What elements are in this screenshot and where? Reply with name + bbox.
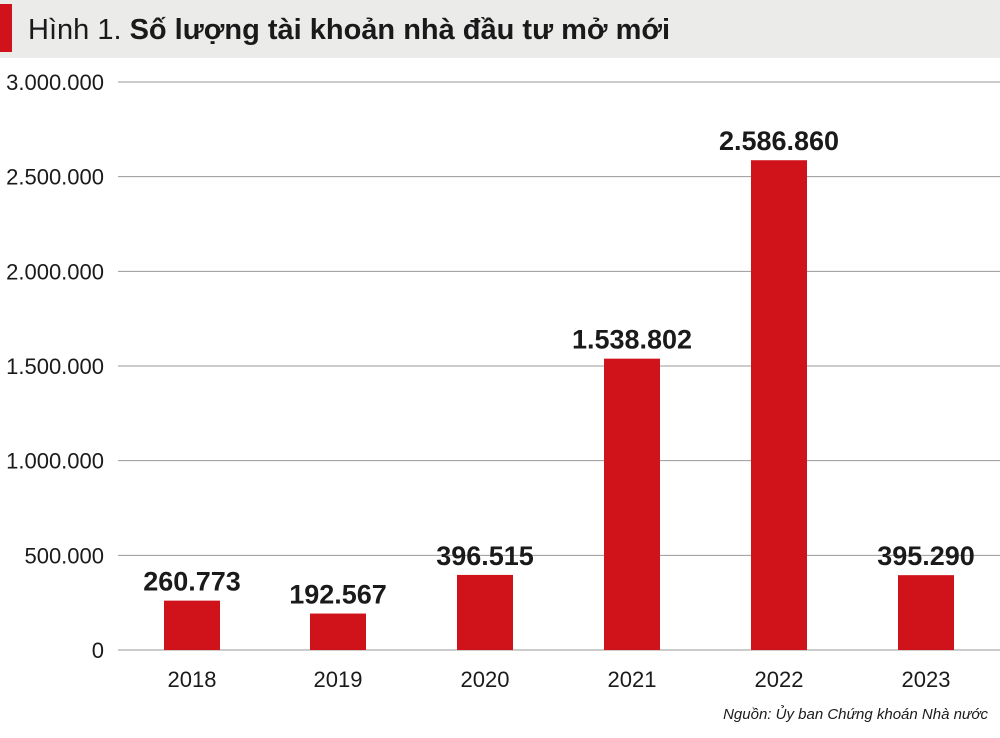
y-tick-label: 0 (92, 638, 104, 663)
x-tick-label: 2020 (461, 667, 510, 692)
y-tick-label: 1.000.000 (6, 449, 104, 474)
figure-number: Hình 1. (28, 14, 122, 46)
x-tick-label: 2023 (902, 667, 951, 692)
y-tick-label: 500.000 (24, 543, 104, 568)
title-bar: Hình 1. Số lượng tài khoản nhà đầu tư mở… (0, 0, 1000, 58)
bar (310, 613, 366, 650)
data-label: 396.515 (436, 541, 534, 571)
bar (751, 160, 807, 650)
data-label: 260.773 (143, 567, 241, 597)
x-tick-label: 2021 (608, 667, 657, 692)
title-accent-mark (0, 4, 12, 52)
y-tick-label: 2.000.000 (6, 259, 104, 284)
x-tick-label: 2018 (168, 667, 217, 692)
source-note: Nguồn: Ủy ban Chứng khoán Nhà nước (723, 706, 988, 723)
x-tick-label: 2019 (314, 667, 363, 692)
title-text: Số lượng tài khoản nhà đầu tư mở mới (129, 14, 671, 46)
bar (604, 358, 660, 650)
x-tick-label: 2022 (755, 667, 804, 692)
bar (457, 574, 513, 650)
bar (898, 575, 954, 650)
bar (164, 600, 220, 650)
y-tick-label: 1.500.000 (6, 354, 104, 379)
y-tick-label: 2.500.000 (6, 165, 104, 190)
data-label: 395.290 (877, 541, 975, 571)
data-label: 1.538.802 (572, 325, 692, 355)
y-tick-label: 3.000.000 (6, 70, 104, 95)
data-label: 2.586.860 (719, 126, 839, 156)
chart-title: Hình 1. Số lượng tài khoản nhà đầu tư mở… (28, 10, 670, 50)
data-label: 192.567 (289, 580, 387, 610)
